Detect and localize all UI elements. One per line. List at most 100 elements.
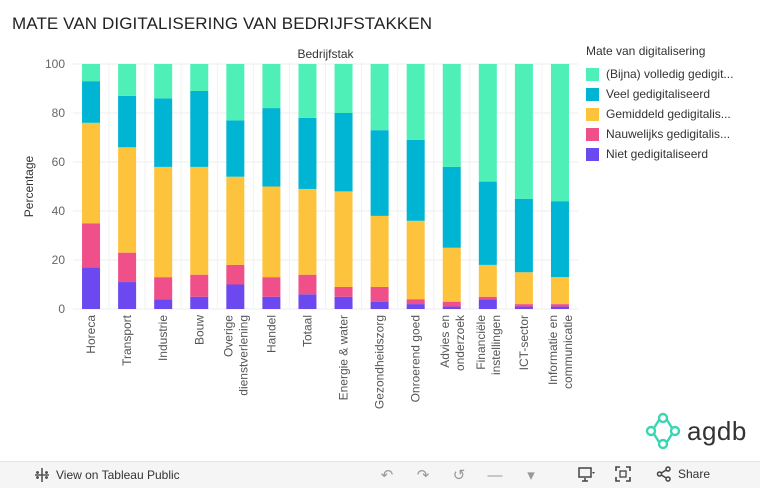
pause-icon[interactable]: — bbox=[487, 466, 503, 484]
legend-title: Mate van digitalisering bbox=[586, 44, 706, 58]
category-label-line: Industrie bbox=[156, 315, 170, 361]
category-label-line: Bouw bbox=[192, 315, 206, 345]
view-on-tableau-link[interactable]: View on Tableau Public bbox=[34, 467, 180, 483]
bar-segment bbox=[118, 64, 137, 96]
legend-swatch bbox=[586, 107, 599, 121]
bar-segment bbox=[226, 284, 245, 309]
bar-segment bbox=[478, 299, 497, 309]
bar-segment bbox=[442, 64, 461, 167]
bar-segment bbox=[118, 95, 137, 148]
agdb-logo: agdb bbox=[643, 412, 747, 450]
bar-segment bbox=[82, 81, 101, 123]
bar-segment bbox=[154, 166, 173, 278]
bar-segment bbox=[190, 296, 209, 309]
bar-segment bbox=[154, 64, 173, 99]
bar-segment bbox=[550, 64, 569, 202]
y-axis-label: Percentage bbox=[22, 155, 36, 217]
bar-segment bbox=[406, 139, 425, 221]
download-icon[interactable] bbox=[578, 465, 596, 483]
bar-segment bbox=[82, 64, 101, 82]
category-label-line: Horeca bbox=[84, 315, 98, 354]
bar-segment bbox=[82, 267, 101, 309]
bar-segment bbox=[154, 277, 173, 300]
fullscreen-icon[interactable] bbox=[614, 465, 632, 483]
legend-label: (Bijna) volledig gedigit... bbox=[606, 67, 734, 81]
share-label: Share bbox=[678, 467, 711, 481]
share-icon bbox=[656, 466, 671, 482]
y-tick-label: 0 bbox=[58, 302, 65, 316]
bar-segment bbox=[262, 108, 281, 187]
legend-item[interactable]: Gemiddeld gedigitalis... bbox=[586, 104, 756, 124]
category-label-line: Totaal bbox=[300, 315, 314, 347]
legend-label: Niet gedigitaliseerd bbox=[606, 147, 709, 161]
bar-segment bbox=[334, 286, 353, 297]
legend-label: Veel gedigitaliseerd bbox=[606, 87, 711, 101]
category-label: Transport bbox=[120, 314, 134, 366]
category-label-line: ICT-sector bbox=[517, 315, 531, 370]
tableau-toolbar: View on Tableau Public ↶ ↷ ↺ — ▾ Share bbox=[0, 461, 760, 488]
undo-icon[interactable]: ↶ bbox=[380, 467, 394, 484]
category-label: Financiëleinstellingen bbox=[474, 315, 503, 375]
bar-segment bbox=[334, 296, 353, 309]
category-label: Totaal bbox=[300, 315, 314, 347]
bar-segment bbox=[298, 294, 317, 309]
bar-segment bbox=[226, 120, 245, 177]
share-button[interactable]: Share bbox=[656, 466, 710, 482]
category-label: ICT-sector bbox=[517, 315, 531, 370]
bar-segment bbox=[262, 296, 281, 309]
bar-segment bbox=[442, 301, 461, 307]
bar-segment bbox=[298, 117, 317, 189]
y-tick-label: 20 bbox=[52, 253, 66, 267]
legend-item[interactable]: (Bijna) volledig gedigit... bbox=[586, 64, 756, 84]
bar-segment bbox=[370, 286, 389, 302]
bar-segment bbox=[478, 296, 497, 300]
bar-segment bbox=[82, 223, 101, 268]
bar-segment bbox=[262, 277, 281, 297]
bar-segment bbox=[514, 272, 533, 305]
bar-segment bbox=[550, 277, 569, 305]
bar-segment bbox=[82, 122, 101, 224]
y-tick-label: 100 bbox=[45, 57, 65, 71]
bar-segment bbox=[154, 299, 173, 309]
logo-text: agdb bbox=[687, 415, 747, 446]
category-label: Industrie bbox=[156, 315, 170, 361]
bar-segment bbox=[478, 64, 497, 182]
bar-segment bbox=[478, 264, 497, 297]
bar-segment bbox=[334, 113, 353, 192]
legend-swatch bbox=[586, 67, 599, 81]
history-controls: ↶ ↷ ↺ — ▾ bbox=[378, 466, 558, 485]
redo-icon[interactable]: ↷ bbox=[416, 467, 430, 484]
bar-segment bbox=[406, 299, 425, 305]
bar-segment bbox=[550, 306, 569, 309]
dropdown-icon[interactable]: ▾ bbox=[527, 467, 535, 484]
bar-segment bbox=[514, 304, 533, 307]
y-tick-label: 60 bbox=[52, 155, 66, 169]
category-label-line: dienstverlening bbox=[236, 315, 250, 396]
legend-swatch bbox=[586, 147, 599, 161]
legend-label: Gemiddeld gedigitalis... bbox=[606, 107, 731, 121]
bar-segment bbox=[118, 282, 137, 309]
category-label-line: instellingen bbox=[489, 315, 503, 375]
bar-segment bbox=[370, 215, 389, 287]
bar-segment bbox=[118, 252, 137, 283]
bar-segment bbox=[190, 64, 209, 91]
category-label-line: Handel bbox=[264, 315, 278, 353]
bar-segment bbox=[226, 264, 245, 285]
legend-item[interactable]: Veel gedigitaliseerd bbox=[586, 84, 756, 104]
revert-icon[interactable]: ↺ bbox=[452, 467, 466, 484]
category-label-line: Financiële bbox=[474, 315, 488, 370]
bar-segment bbox=[406, 304, 425, 309]
category-label: Bouw bbox=[192, 315, 206, 345]
bar-segment bbox=[334, 191, 353, 287]
bar-segment bbox=[442, 247, 461, 302]
chart-title: MATE VAN DIGITALISERING VAN BEDRIJFSTAKK… bbox=[12, 14, 433, 33]
category-label-line: Gezondheidszorg bbox=[373, 315, 387, 409]
legend-item[interactable]: Niet gedigitaliseerd bbox=[586, 144, 756, 164]
bar-segment bbox=[262, 64, 281, 109]
legend-item[interactable]: Nauwelijks gedigitalis... bbox=[586, 124, 756, 144]
category-label: Overigedienstverlening bbox=[221, 315, 250, 396]
bar-segment bbox=[226, 64, 245, 121]
bar-segment bbox=[190, 90, 209, 167]
view-on-tableau-label: View on Tableau Public bbox=[56, 468, 180, 482]
category-label: Horeca bbox=[84, 315, 98, 354]
